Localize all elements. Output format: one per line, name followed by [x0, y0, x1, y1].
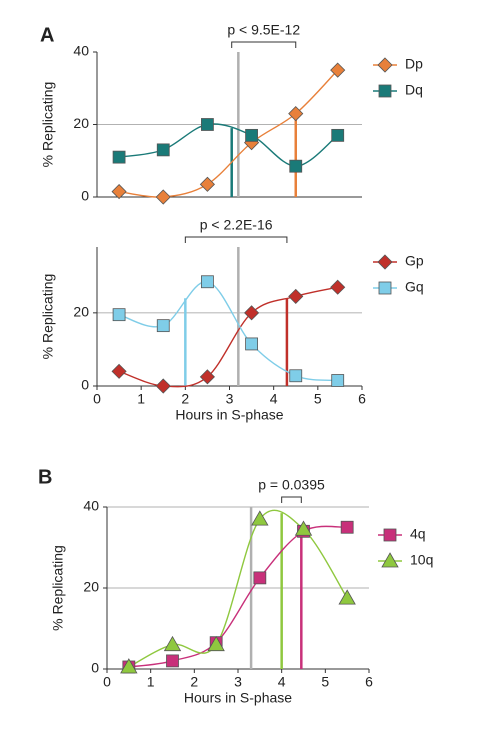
panel-label: A: [40, 24, 54, 46]
x-tick-label: 2: [190, 674, 198, 690]
marker: [331, 374, 345, 387]
x-tick-label: 6: [358, 391, 366, 407]
x-tick-label: 2: [181, 391, 189, 407]
marker: [111, 183, 127, 200]
legend-marker: [377, 57, 393, 73]
series-line: [118, 123, 339, 167]
legend-label: Gp: [405, 253, 424, 269]
marker: [120, 658, 138, 674]
p-value: p < 2.2E-16: [200, 217, 273, 233]
marker: [163, 635, 182, 652]
x-tick-label: 5: [314, 391, 322, 407]
y-axis-label: % Replicating: [40, 82, 56, 168]
y-tick-label: 20: [73, 115, 89, 131]
marker: [340, 520, 354, 534]
x-tick-label: 0: [93, 391, 101, 407]
marker: [289, 369, 303, 383]
y-tick-label: 0: [91, 660, 99, 676]
legend-label: Dq: [405, 82, 423, 98]
p-value: p < 9.5E-12: [227, 22, 300, 38]
marker: [331, 128, 345, 142]
marker: [245, 128, 258, 142]
legend-label: Dp: [405, 56, 423, 72]
legend-label: 4q: [410, 526, 426, 542]
x-tick-label: 4: [278, 674, 286, 690]
marker: [201, 118, 214, 131]
marker: [288, 288, 304, 304]
x-tick-label: 5: [321, 674, 329, 690]
significance-bracket: [184, 236, 288, 243]
y-tick-label: 0: [81, 377, 89, 393]
marker: [201, 275, 214, 289]
marker: [156, 143, 170, 157]
marker: [294, 520, 313, 536]
x-tick-label: 0: [103, 674, 111, 690]
marker: [111, 363, 127, 379]
x-axis-label: Hours in S-phase: [175, 407, 283, 423]
marker: [112, 308, 126, 322]
y-tick-label: 40: [83, 498, 99, 514]
series-line: [118, 69, 339, 198]
marker: [156, 319, 170, 333]
legend-marker: [378, 281, 392, 295]
x-tick-label: 3: [234, 674, 242, 690]
legend-marker: [377, 254, 393, 270]
significance-bracket: [231, 41, 297, 48]
marker: [244, 305, 260, 321]
legend-label: 10q: [410, 552, 433, 568]
legend-marker: [383, 528, 397, 542]
x-tick-label: 1: [147, 674, 155, 690]
series-line: [118, 286, 338, 388]
y-axis-label: % Replicating: [40, 274, 56, 360]
series-line: [128, 509, 348, 668]
legend-marker: [378, 84, 392, 98]
panel-label: B: [38, 466, 52, 488]
y-tick-label: 0: [81, 188, 89, 204]
marker: [166, 654, 179, 668]
y-axis-label: % Replicating: [50, 545, 66, 631]
p-value: p = 0.0395: [258, 477, 325, 493]
y-tick-label: 20: [73, 304, 89, 320]
y-tick-label: 40: [73, 43, 89, 59]
marker: [199, 369, 215, 385]
x-tick-label: 1: [137, 391, 145, 407]
series-line: [118, 281, 338, 382]
marker: [338, 589, 356, 605]
marker: [155, 378, 171, 394]
significance-bracket: [281, 496, 302, 503]
marker: [253, 571, 267, 585]
marker: [207, 635, 225, 652]
x-axis-label: Hours in S-phase: [184, 690, 292, 706]
x-tick-label: 3: [226, 391, 234, 407]
y-tick-label: 20: [83, 579, 99, 595]
marker: [289, 159, 303, 173]
legend-marker: [381, 552, 399, 568]
marker: [199, 176, 215, 192]
marker: [251, 510, 269, 526]
series-line: [128, 525, 348, 668]
marker: [288, 106, 304, 122]
x-tick-label: 6: [365, 674, 373, 690]
marker: [330, 62, 346, 78]
marker: [245, 337, 258, 351]
marker: [330, 279, 346, 295]
marker: [112, 150, 126, 164]
legend-label: Gq: [405, 279, 424, 295]
marker: [155, 189, 171, 205]
x-tick-label: 4: [270, 391, 278, 407]
